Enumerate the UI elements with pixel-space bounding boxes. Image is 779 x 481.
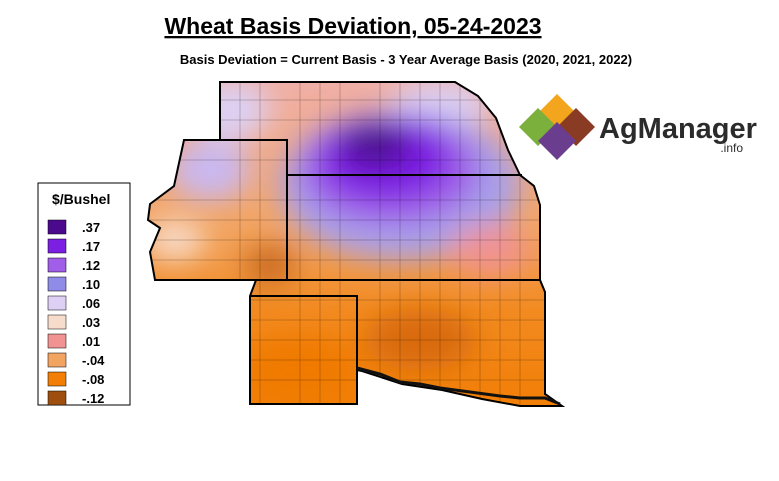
- legend-label: .12: [82, 258, 100, 273]
- legend-label: .17: [82, 239, 100, 254]
- legend-swatch: [47, 257, 67, 273]
- legend-label: .10: [82, 277, 100, 292]
- subtitle: Basis Deviation = Current Basis - 3 Year…: [180, 52, 632, 67]
- title: Wheat Basis Deviation, 05-24-2023: [164, 13, 541, 39]
- legend-box: [37, 182, 131, 406]
- legend: $/Bushel .37 .17 .12 .10 .06 .03 .01 -.04 -.08 -.…: [37, 182, 131, 406]
- legend-swatch: [47, 238, 67, 254]
- state-borders: [146, 81, 566, 407]
- legend-label: .06: [82, 296, 100, 311]
- legend-swatch: [47, 276, 67, 292]
- legend-label: .03: [82, 315, 100, 330]
- legend-label: -.04: [82, 353, 105, 368]
- logo-diamond-bottom: [538, 122, 576, 160]
- legend-swatch: [47, 295, 67, 311]
- logo: AgManager .info: [519, 93, 757, 160]
- legend-swatch: [47, 314, 67, 330]
- legend-swatch: [47, 219, 67, 235]
- county-lines: [150, 82, 560, 406]
- legend-title: $/Bushel: [52, 191, 110, 207]
- logo-name: AgManager: [599, 113, 757, 145]
- legend-swatch: [47, 352, 67, 368]
- legend-swatch: [47, 333, 67, 349]
- legend-label: -.08: [82, 372, 104, 387]
- legend-label: -.12: [82, 391, 104, 406]
- legend-swatch: [47, 390, 67, 406]
- legend-label: .37: [82, 220, 100, 235]
- red-river: [356, 366, 561, 406]
- map: [148, 82, 562, 406]
- legend-label: .01: [82, 334, 100, 349]
- logo-suffix: .info: [720, 141, 743, 155]
- legend-swatch: [47, 371, 67, 387]
